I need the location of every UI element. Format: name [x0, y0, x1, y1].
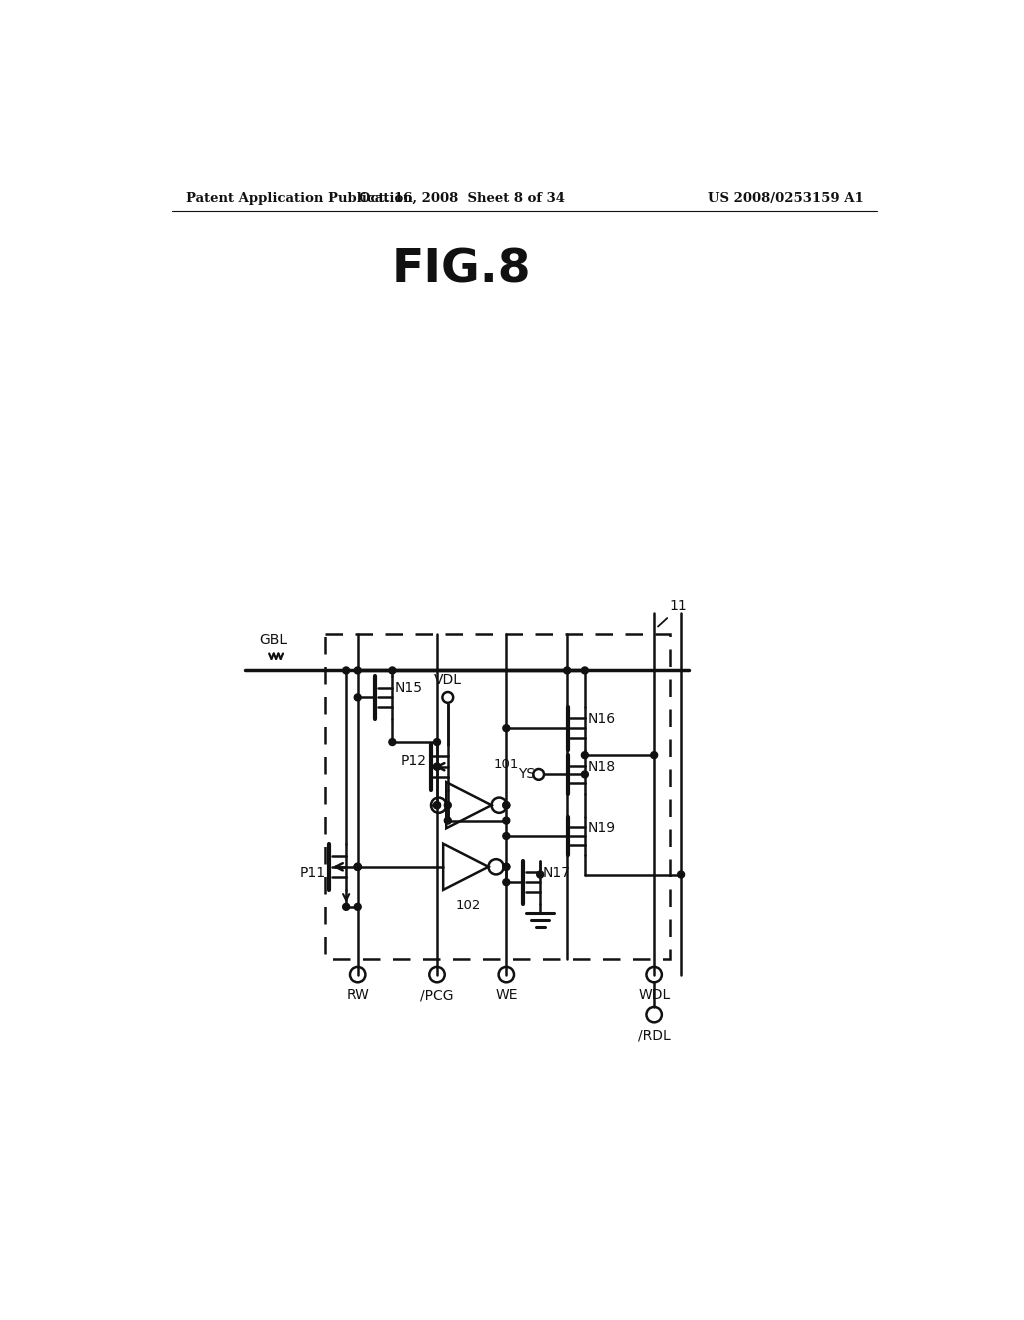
Text: WE: WE — [495, 989, 517, 1002]
Circle shape — [433, 739, 440, 746]
Circle shape — [354, 863, 361, 870]
Circle shape — [354, 667, 361, 675]
Text: /RDL: /RDL — [638, 1028, 671, 1043]
Bar — [326, 635, 670, 960]
Text: RW: RW — [346, 989, 369, 1002]
Text: FIG.8: FIG.8 — [392, 248, 531, 293]
Text: VDL: VDL — [434, 673, 462, 686]
Circle shape — [444, 801, 452, 809]
Text: N19: N19 — [587, 821, 615, 836]
Text: 101: 101 — [494, 758, 519, 771]
Text: N18: N18 — [587, 760, 615, 774]
Circle shape — [503, 725, 510, 731]
Circle shape — [582, 667, 589, 675]
Circle shape — [354, 903, 361, 911]
Circle shape — [389, 739, 396, 746]
Circle shape — [503, 863, 510, 870]
Circle shape — [433, 801, 440, 809]
Text: P12: P12 — [401, 754, 427, 767]
Circle shape — [433, 763, 440, 770]
Circle shape — [354, 694, 361, 701]
Text: Patent Application Publication: Patent Application Publication — [186, 191, 413, 205]
Text: 11: 11 — [670, 599, 687, 612]
Circle shape — [389, 667, 396, 675]
Circle shape — [503, 879, 510, 886]
Text: N17: N17 — [543, 866, 570, 880]
Circle shape — [444, 817, 452, 824]
Circle shape — [563, 667, 570, 675]
Circle shape — [433, 763, 440, 770]
Circle shape — [354, 863, 361, 870]
Text: Oct. 16, 2008  Sheet 8 of 34: Oct. 16, 2008 Sheet 8 of 34 — [358, 191, 564, 205]
Text: US 2008/0253159 A1: US 2008/0253159 A1 — [708, 191, 863, 205]
Text: N16: N16 — [587, 711, 615, 726]
Circle shape — [503, 817, 510, 824]
Text: 102: 102 — [455, 899, 480, 912]
Circle shape — [678, 871, 685, 878]
Circle shape — [582, 751, 589, 759]
Circle shape — [537, 871, 544, 878]
Circle shape — [433, 801, 440, 809]
Text: /PCG: /PCG — [420, 989, 454, 1002]
Circle shape — [503, 863, 510, 870]
Circle shape — [650, 751, 657, 759]
Circle shape — [582, 771, 589, 777]
Circle shape — [503, 801, 510, 809]
Circle shape — [343, 667, 349, 675]
Circle shape — [354, 863, 361, 870]
Text: N15: N15 — [394, 681, 423, 696]
Circle shape — [503, 801, 510, 809]
Text: WDL: WDL — [638, 989, 671, 1002]
Circle shape — [503, 833, 510, 840]
Text: GBL: GBL — [259, 634, 287, 647]
Circle shape — [343, 903, 349, 911]
Text: P11: P11 — [299, 866, 326, 880]
Text: YS: YS — [518, 767, 535, 781]
